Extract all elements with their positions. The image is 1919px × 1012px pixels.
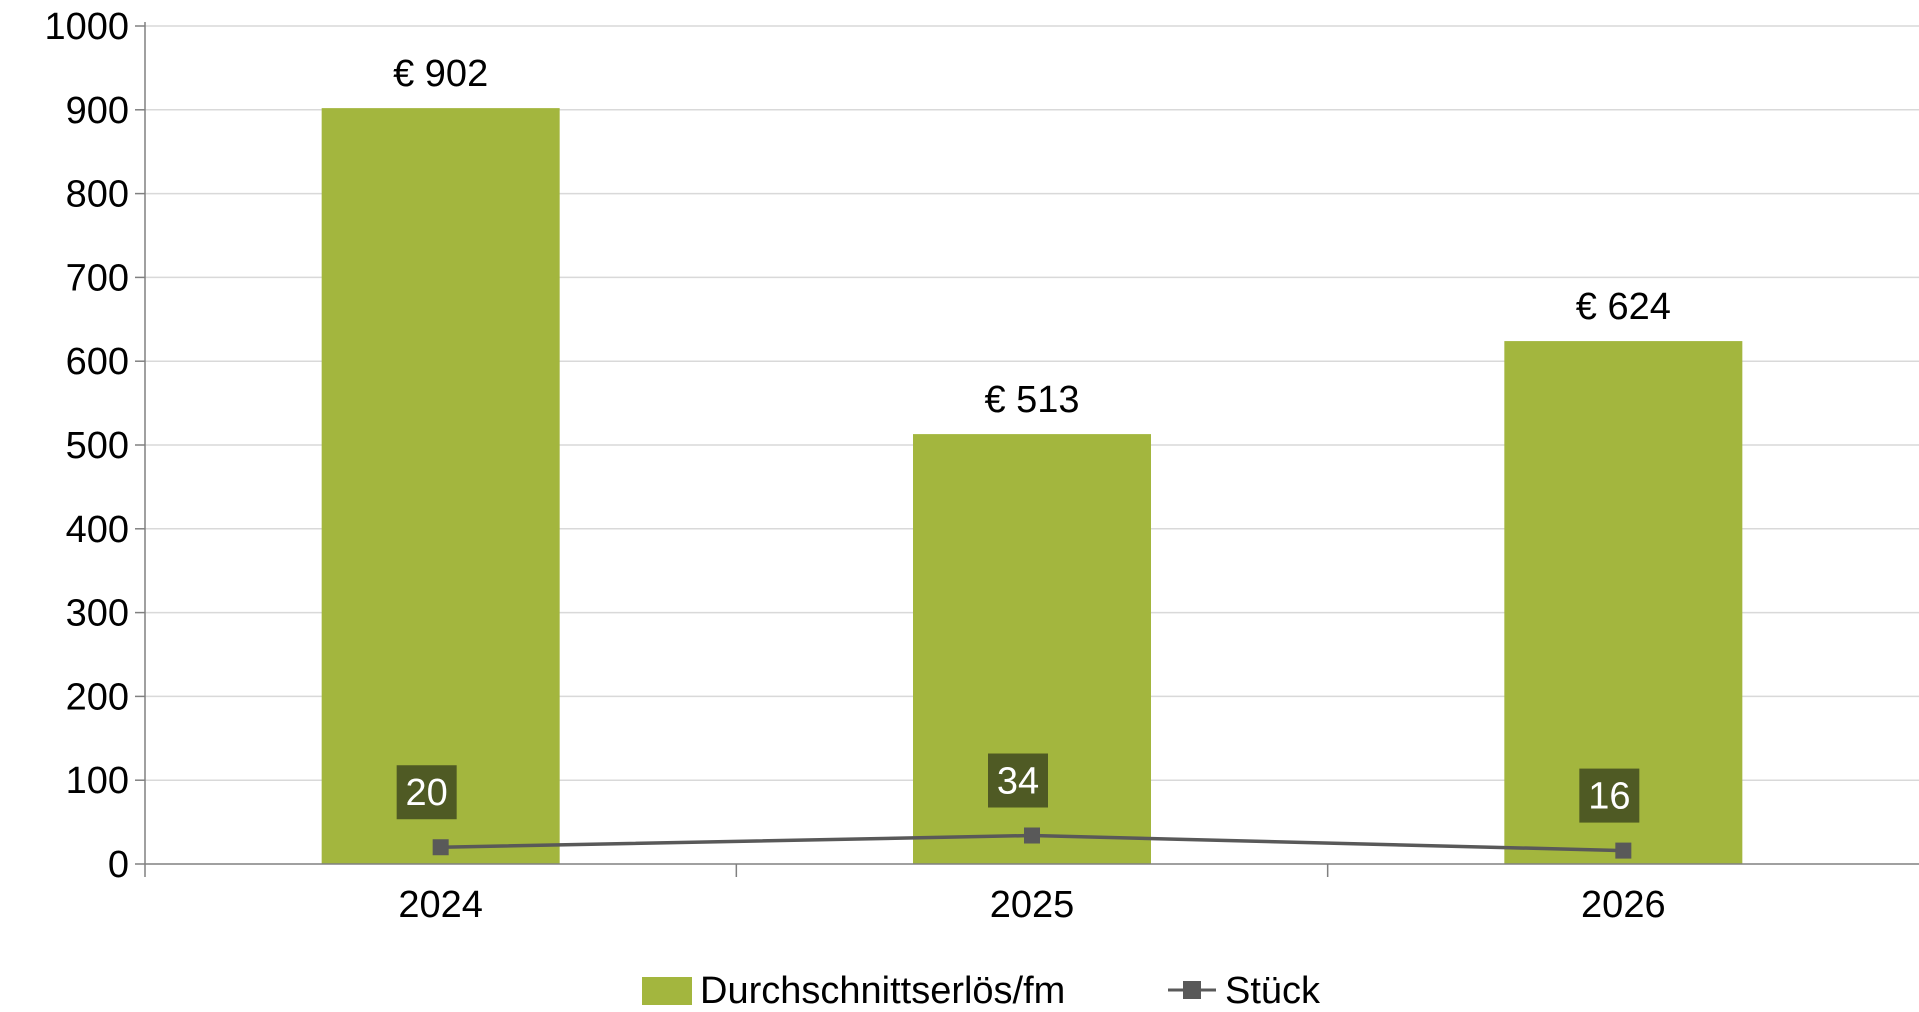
y-tick-label: 0 — [108, 844, 129, 886]
line-marker — [1615, 842, 1632, 859]
y-tick-label: 500 — [66, 425, 129, 467]
line-marker — [1024, 827, 1040, 844]
legend-label-bar: Durchschnittserlös/fm — [700, 970, 1065, 1012]
line-value-label: 20 — [406, 772, 448, 814]
line-value-label: 16 — [1588, 776, 1630, 818]
y-tick-label: 100 — [66, 760, 129, 802]
line-value-label: 34 — [997, 761, 1039, 803]
y-tick-label: 700 — [66, 257, 129, 299]
y-tick-label: 1000 — [44, 6, 129, 48]
bar-series — [321, 108, 1743, 864]
bar-value-label: € 624 — [1576, 286, 1671, 328]
legend: Durchschnittserlös/fm Stück — [642, 970, 1321, 1012]
x-tick-label: 2024 — [398, 884, 483, 926]
bar — [321, 108, 560, 864]
legend-swatch-bar — [642, 977, 692, 1005]
line-label-box — [1579, 768, 1640, 823]
y-tick-label: 400 — [66, 509, 129, 551]
legend-label-line: Stück — [1225, 970, 1321, 1012]
y-tick-label: 800 — [66, 174, 129, 216]
y-tick-label: 900 — [66, 90, 129, 132]
axes: 0 100 200 300 400 500 600 700 800 900 1000 2024 2025… — [44, 6, 1919, 926]
x-tick-label: 2026 — [1581, 884, 1666, 926]
line-series — [432, 827, 1632, 859]
line-label-box — [988, 753, 1048, 808]
y-tick-label: 600 — [66, 341, 129, 383]
legend-swatch-line-marker — [1183, 981, 1201, 999]
data-labels: € 902 € 513 € 624 20 34 16 — [393, 53, 1671, 823]
y-tick-label: 200 — [66, 676, 129, 718]
x-tick-label: 2025 — [990, 884, 1075, 926]
line-label-box — [396, 765, 457, 820]
bar-value-label: € 902 — [393, 53, 488, 95]
bar-value-label: € 513 — [984, 379, 1079, 421]
line-marker — [432, 839, 449, 856]
y-tick-label: 300 — [66, 593, 129, 635]
